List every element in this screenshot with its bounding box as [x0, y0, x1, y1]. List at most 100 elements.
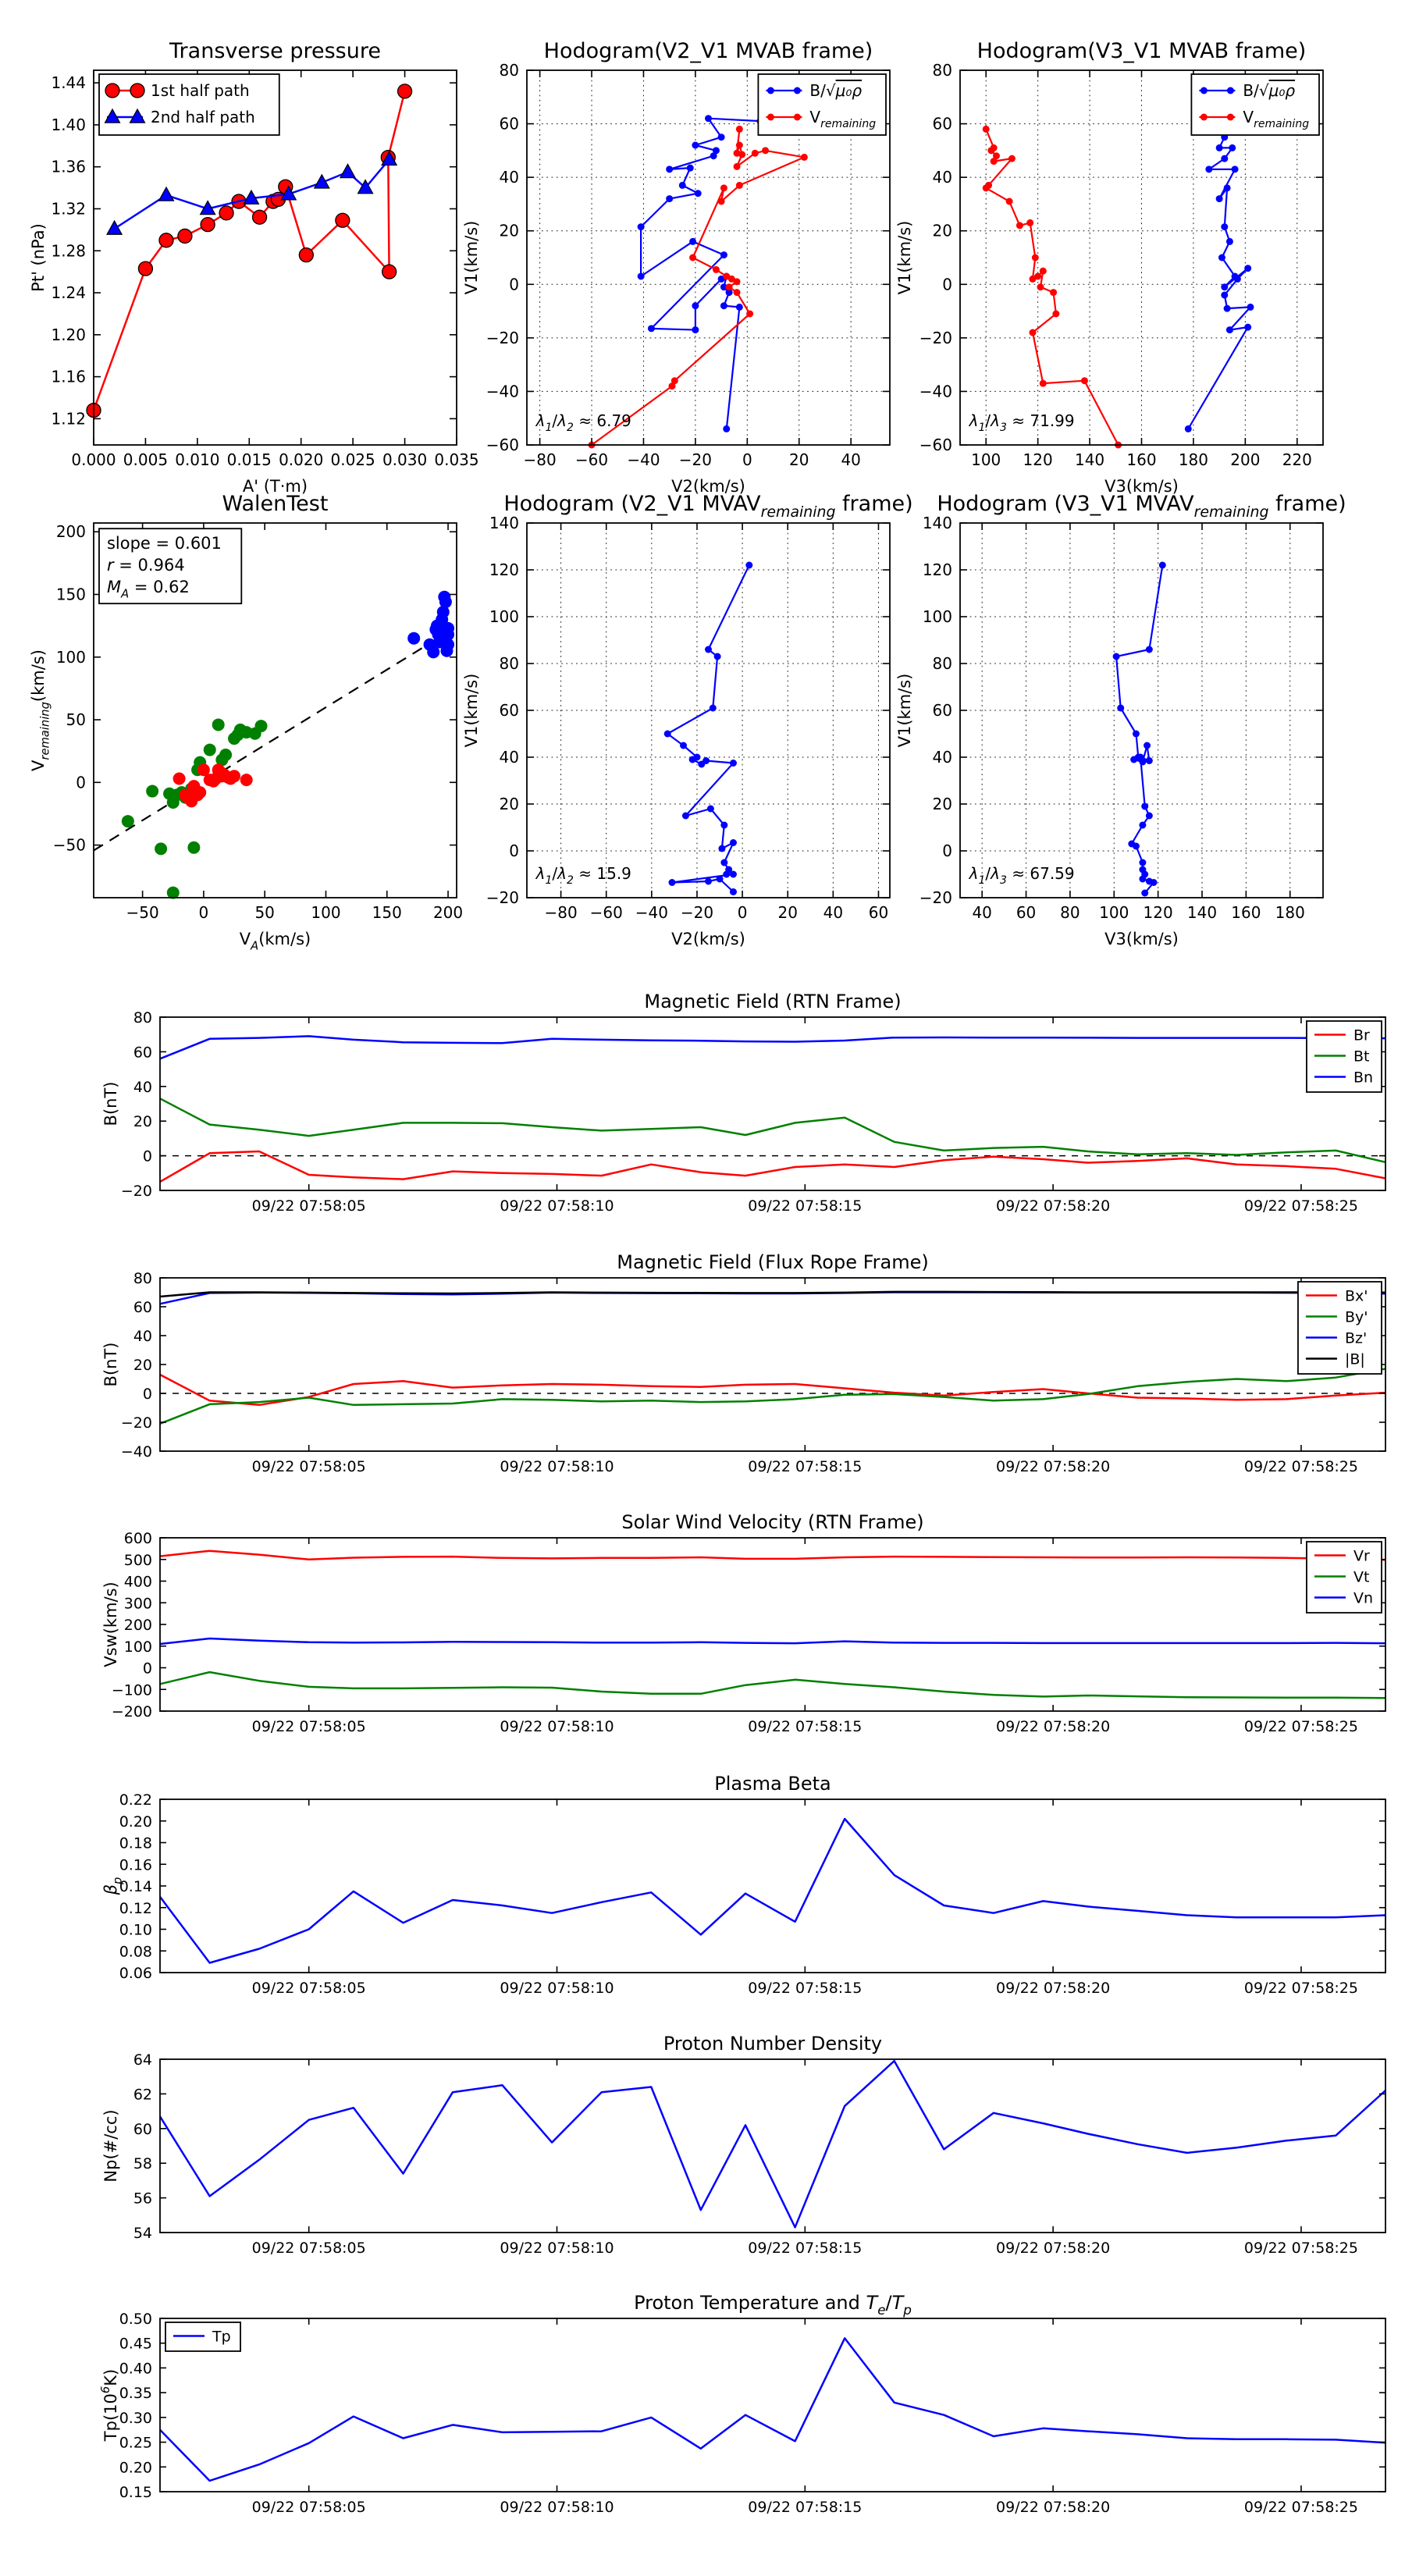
- y-tick-label: 40: [933, 748, 952, 767]
- legend: 1st half path 2nd half path: [98, 73, 280, 136]
- marker-dot: [1139, 875, 1147, 883]
- marker-dot: [729, 760, 737, 767]
- marker-dot: [694, 190, 702, 197]
- marker-dot: [735, 125, 743, 133]
- x-tick-label: 80: [1060, 903, 1080, 922]
- y-tick-label: 62: [133, 2086, 152, 2103]
- y-tick-label: 140: [923, 514, 952, 532]
- marker-dot: [689, 237, 697, 245]
- chart-title: Plasma Beta: [714, 1773, 831, 1795]
- marker-dot: [705, 877, 712, 885]
- marker-dot: [793, 113, 801, 121]
- y-tick-label: 0.50: [119, 2311, 152, 2328]
- marker-dot: [987, 147, 995, 155]
- x-tick-label: 09/22 07:58:15: [748, 1458, 862, 1475]
- marker-triangle: [381, 151, 398, 166]
- y-axis-label: Vremaining(km/s): [29, 649, 52, 771]
- marker-dot: [1221, 155, 1229, 162]
- marker-dot: [668, 382, 676, 390]
- y-tick-label: 20: [500, 222, 519, 240]
- marker-dot: [1223, 184, 1231, 192]
- marker-dot: [668, 879, 676, 886]
- y-axis-label: V1(km/s): [462, 221, 481, 295]
- x-tick-label: 0.020: [279, 450, 323, 469]
- marker-dot: [670, 377, 678, 385]
- marker-dot: [982, 184, 990, 192]
- marker-dot: [228, 770, 241, 783]
- x-tick-label: 09/22 07:58:10: [500, 2499, 614, 2516]
- marker-dot: [663, 730, 671, 738]
- y-tick-label: 0.06: [119, 1965, 152, 1982]
- x-tick-label: 09/22 07:58:20: [996, 1980, 1110, 1997]
- marker-dot: [1184, 425, 1192, 432]
- x-tick-label: 0.030: [382, 450, 427, 469]
- x-tick-label: 200: [433, 903, 463, 922]
- y-tick-label: 1.12: [51, 409, 86, 428]
- legend-label: Vremaining: [809, 108, 876, 130]
- x-tick-label: 0: [738, 903, 748, 922]
- legend-label: Tp: [212, 2329, 231, 2346]
- marker-dot: [1132, 842, 1140, 850]
- y-tick-label: 0.12: [119, 1900, 152, 1917]
- marker-dot: [713, 653, 721, 660]
- marker-dot: [725, 289, 733, 297]
- marker-dot: [746, 310, 754, 318]
- marker-dot: [1136, 753, 1144, 761]
- y-axis-label: B(nT): [101, 1082, 120, 1126]
- marker-dot: [1233, 275, 1241, 283]
- series-line-tp: [159, 2337, 1386, 2482]
- y-tick-label: 80: [933, 654, 952, 673]
- marker-dot: [1037, 283, 1044, 291]
- y-tick-label: 80: [500, 654, 519, 673]
- x-tick-label: 200: [1230, 450, 1260, 469]
- chart-hodogram-v3v1-mvab: 100 120 140 160 180 200 220 −60 −40 −20 0 20 40 60 80 H…: [895, 39, 1324, 496]
- y-tick-label: 60: [933, 701, 952, 720]
- marker-dot: [1132, 730, 1140, 738]
- legend-label: Bz': [1345, 1330, 1367, 1347]
- x-tick-label: 0.015: [227, 450, 272, 469]
- marker-dot: [666, 165, 674, 173]
- stats-line: MA = 0.62: [107, 578, 190, 600]
- legend-label: B/√μ₀ρ: [1243, 81, 1295, 100]
- annotation: λ1/λ3 ≈ 71.99: [969, 411, 1075, 434]
- marker-dot: [1221, 223, 1229, 231]
- x-tick-label: 09/22 07:58:25: [1244, 2499, 1358, 2516]
- y-tick-label: 1.28: [51, 241, 86, 260]
- marker-dot: [718, 845, 726, 852]
- y-tick-label: 500: [124, 1552, 152, 1569]
- chart-title: Transverse pressure: [169, 39, 381, 63]
- marker-circle: [298, 247, 315, 263]
- marker-dot: [1221, 291, 1229, 299]
- y-tick-label: 40: [933, 168, 952, 187]
- marker-dot: [705, 115, 712, 123]
- y-tick-label: 0: [143, 1386, 152, 1403]
- marker-dot: [1005, 197, 1013, 205]
- marker-dot: [1226, 113, 1234, 121]
- chart-title: Magnetic Field (RTN Frame): [644, 991, 901, 1012]
- y-tick-label: 1.20: [51, 326, 86, 344]
- x-tick-label: 09/22 07:58:25: [1244, 1197, 1358, 1215]
- marker-dot: [1231, 165, 1239, 173]
- stats-box: slope = 0.601 r = 0.964 MA = 0.62: [98, 528, 243, 605]
- marker-dot: [716, 875, 724, 883]
- marker-dot: [712, 147, 720, 155]
- axes-spines: [159, 2318, 1386, 2492]
- marker-dot: [166, 886, 180, 899]
- series-line-v-remaining: [591, 129, 806, 446]
- x-tick-label: 09/22 07:58:10: [500, 1458, 614, 1475]
- y-tick-label: 200: [124, 1617, 152, 1634]
- x-tick-label: 20: [777, 903, 797, 922]
- marker-dot: [678, 181, 686, 189]
- x-tick-label: 09/22 07:58:10: [500, 1718, 614, 1735]
- marker-dot: [1229, 144, 1236, 151]
- x-tick-label: 0: [199, 903, 209, 922]
- y-tick-label: 40: [500, 748, 519, 767]
- axes-spines: [93, 69, 457, 446]
- x-tick-label: 09/22 07:58:20: [996, 2499, 1110, 2516]
- y-tick-label: 1.36: [51, 158, 86, 176]
- y-axis-label: Np(#/cc): [101, 2109, 120, 2182]
- marker-dot: [1016, 222, 1023, 229]
- x-axis-label: V2(km/s): [671, 477, 745, 496]
- marker-dot: [767, 87, 774, 94]
- marker-dot: [442, 621, 455, 635]
